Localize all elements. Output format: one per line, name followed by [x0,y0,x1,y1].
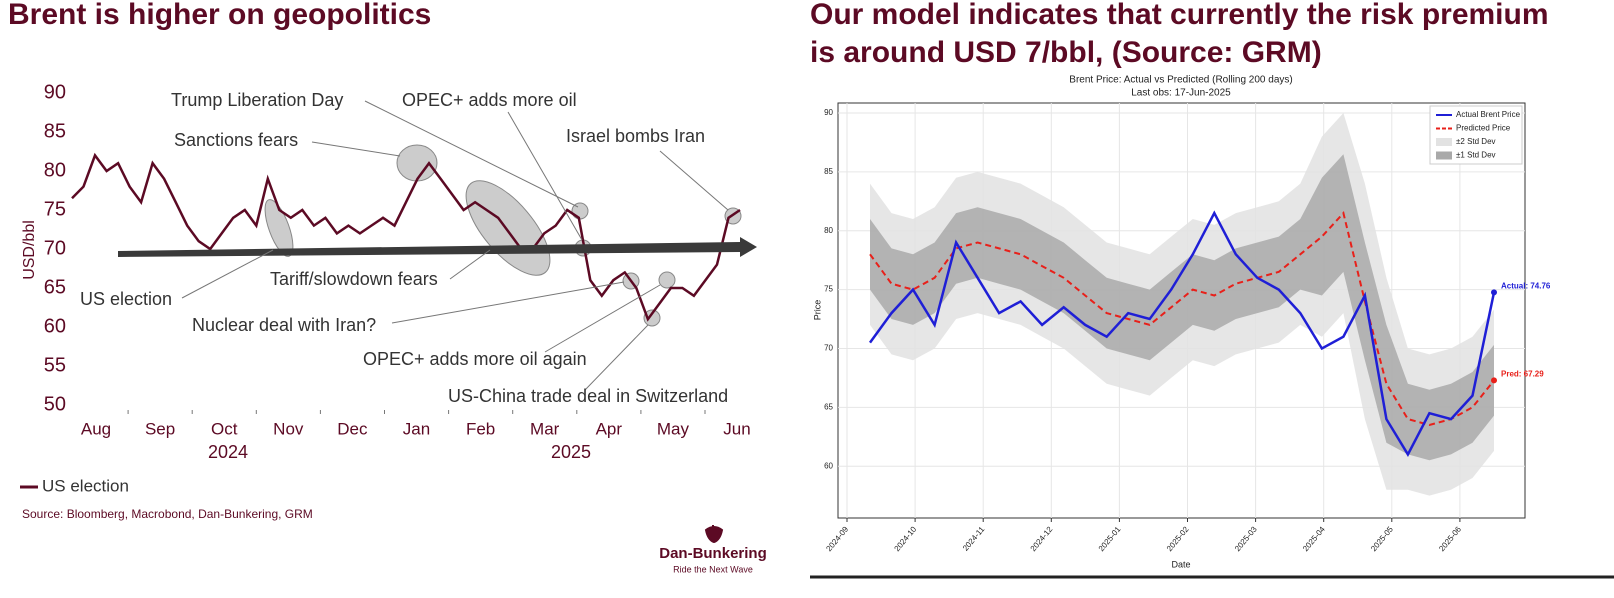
annotation: Nuclear deal with Iran? [192,315,376,335]
line [71,152,741,322]
chart-subtitle: Last obs: 17-Jun-2025 [1131,88,1231,99]
annotation: Israel bombs Iran [566,126,705,146]
x-tick-label: Aug [81,419,111,438]
line [869,211,1495,427]
annotation: Tariff/slowdown fears [270,269,438,289]
y-tick-label: 90 [824,108,833,117]
x-tick-label: 2024-10 [892,524,918,553]
left-chart: USD/bbl Trump Liberation Day OPEC+ adds … [20,81,757,521]
y-tick-label: 75 [824,285,833,294]
chart-title: Brent Price: Actual vs Predicted (Rollin… [1069,75,1292,86]
year-label: 2024 [208,442,248,462]
leader [584,324,649,391]
annotation: Trump Liberation Day [171,90,343,110]
annotation: OPEC+ adds more oil [402,90,577,110]
source: Source: Bloomberg, Macrobond, Dan-Bunker… [22,507,313,521]
slide-title: Our model indicates that currently the r… [810,0,1549,31]
logo-mark [704,525,724,544]
x-tick-label: 2025-04 [1301,524,1327,553]
x-tick-label: 2025-02 [1165,524,1191,553]
y-tick-label: 80 [824,226,833,235]
end-point [1491,377,1497,384]
y-tick-label: 55 [44,354,66,376]
legend-label: US election [42,476,129,495]
plot-frame [837,102,1526,519]
annotation: US-China trade deal in Switzerland [448,386,728,406]
leader [311,141,401,157]
annotation: US election [80,289,172,309]
x-tick-label: 2024-12 [1029,524,1055,553]
x-tick-label: Apr [596,419,623,438]
legend-label: Actual Brent Price [1456,110,1521,119]
x-tick-label: Jan [403,419,430,438]
highlight [264,199,294,257]
x-tick-label: 2025-05 [1369,524,1395,553]
leader [544,284,661,353]
x-tick-label: Oct [211,419,238,438]
y-tick-label: 70 [824,344,833,353]
trend-arrow [118,237,757,257]
x-tick-label: 2024-09 [824,524,850,553]
logo-tagline: Ride the Next Wave [673,564,753,574]
slide-title: Brent is higher on geopolitics [8,0,431,31]
legend-swatch [1436,138,1452,146]
leader [659,150,729,211]
highlight [465,180,551,276]
legend-label: ±1 Std Dev [1456,151,1496,160]
leader [181,249,274,299]
legend-swatch [1436,151,1452,160]
y-tick-label: 70 [44,237,66,259]
leader [391,281,625,324]
logo-name: Dan-Bunkering [659,545,767,562]
y-tick-label: 90 [44,81,66,103]
y-tick-label: 50 [44,393,66,415]
x-tick-label: Sep [145,419,175,438]
y-axis-label: Price [812,300,822,321]
logo: Dan-Bunkering Ride the Next Wave [659,525,767,574]
x-tick-label: May [657,419,690,438]
x-tick-label: Jun [723,419,750,438]
x-tick-label: Nov [273,419,304,438]
year-label: 2025 [551,442,591,462]
leader [507,111,583,241]
y-tick-label: 85 [44,120,66,142]
y-tick-label: 60 [44,315,66,337]
value-label: Actual: 74.76 [1501,282,1551,291]
y-tick-label: 65 [824,402,833,411]
highlight [643,309,661,327]
y-axis-label: USD/bbl [21,220,38,280]
y-tick-label: 65 [44,276,66,298]
x-tick-label: 2024-11 [961,524,987,552]
x-tick-label: Mar [530,419,560,438]
annotation: OPEC+ adds more oil again [363,349,587,369]
leader [449,249,491,280]
annotation: Sanctions fears [174,130,298,150]
y-tick-label: 80 [44,159,66,181]
leader [364,100,579,208]
band [870,154,1494,461]
y-tick-label: 60 [824,461,833,470]
highlight [396,144,438,182]
value-label: Pred: 67.29 [1501,369,1544,378]
x-tick-label: 2025-01 [1097,524,1123,553]
y-tick-label: 75 [44,198,66,220]
x-tick-label: 2025-03 [1233,524,1259,553]
x-axis-label: Date [1171,559,1190,569]
x-tick-label: 2025-06 [1437,524,1463,553]
x-tick-label: Feb [466,419,495,438]
end-point [1491,289,1497,296]
y-tick-label: 85 [824,167,833,176]
highlight [658,271,676,289]
slide-title: is around USD 7/bbl, (Source: GRM) [810,36,1322,69]
x-tick-label: Dec [337,419,368,438]
right-chart: Brent Price: Actual vs Predicted (Rollin… [812,75,1551,570]
legend-label: Predicted Price [1456,124,1511,133]
legend-label: ±2 Std Dev [1456,137,1496,146]
line [868,210,1496,457]
